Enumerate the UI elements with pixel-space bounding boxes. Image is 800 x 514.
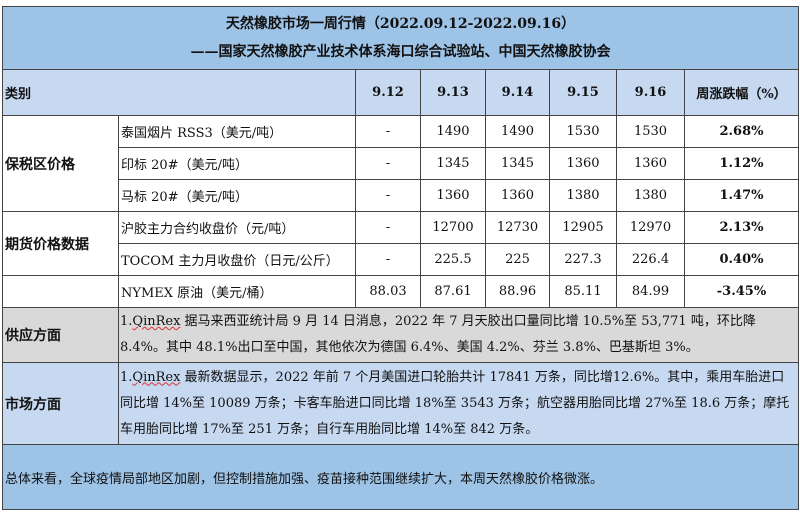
- market-body: 最新数据显示，2022 年前 7 个月美国进口轮胎共计 17841 万条，同比增…: [120, 369, 790, 437]
- cell: 1345: [420, 147, 486, 180]
- row-item: NYMEX 原油（美元/桶）: [118, 275, 356, 308]
- cell: 12730: [485, 211, 550, 244]
- group-futures: 期货价格数据: [2, 211, 119, 276]
- supply-body: 据马来西亚统计局 9 月 14 日消息，2022 年 7 月天胶出口量同比增 1…: [120, 314, 756, 355]
- change-cell: 1.12%: [684, 147, 799, 180]
- list-number: 1.: [120, 369, 133, 385]
- cell: -: [355, 179, 421, 212]
- header-row: 类别 9.12 9.13 9.14 9.15 9.16 周涨跌幅（%）: [2, 69, 799, 116]
- list-number: 1.: [120, 314, 133, 329]
- market-row: 市场方面 1.QinRex 最新数据显示，2022 年前 7 个月美国进口轮胎共…: [2, 362, 799, 445]
- header-date: 9.14: [485, 69, 550, 116]
- cell: 12970: [616, 211, 685, 244]
- title-line-1: 天然橡胶市场一周行情（2022.09.12-2022.09.16）: [225, 16, 576, 32]
- header-category: 类别: [2, 69, 356, 116]
- group-empty: [2, 275, 119, 308]
- cell: -: [355, 211, 421, 244]
- table-row: 期货价格数据 沪胶主力合约收盘价（元/吨） - 12700 12730 1290…: [2, 211, 799, 276]
- cell: 12700: [420, 211, 486, 244]
- cell: 1490: [485, 115, 550, 148]
- cell: 1490: [420, 115, 486, 148]
- change-cell: 1.47%: [684, 179, 799, 212]
- row-item: 泰国烟片 RSS3（美元/吨）: [118, 115, 356, 148]
- cell: 1345: [485, 147, 550, 180]
- summary-text: 总体来看，全球疫情局部地区加剧，但控制措施加强、疫苗接种范围继续扩大，本周天然橡…: [2, 444, 799, 510]
- group-bonded: 保税区价格: [2, 115, 119, 212]
- cell: 1530: [549, 115, 617, 148]
- table-title: 天然橡胶市场一周行情（2022.09.12-2022.09.16） ——国家天然…: [2, 6, 799, 70]
- cell: -: [355, 147, 421, 180]
- cell: 226.4: [616, 243, 685, 276]
- row-item: 沪胶主力合约收盘价（元/吨）: [118, 211, 356, 244]
- row-item: TOCOM 主力月收盘价（日元/公斤）: [118, 243, 356, 276]
- cell: 1360: [485, 179, 550, 212]
- header-change: 周涨跌幅（%）: [684, 69, 799, 116]
- change-cell: 2.68%: [684, 115, 799, 148]
- cell: 225.5: [420, 243, 486, 276]
- change-cell: -3.45%: [684, 275, 799, 308]
- source-name: QinRex: [132, 369, 181, 385]
- row-item: 马标 20#（美元/吨）: [118, 179, 356, 212]
- table-row: 保税区价格 泰国烟片 RSS3（美元/吨） - 1490 1490 1530 1…: [2, 115, 799, 212]
- title-line-2: ——国家天然橡胶产业技术体系海口综合试验站、中国天然橡胶协会: [190, 44, 611, 60]
- cell: 227.3: [549, 243, 617, 276]
- market-label: 市场方面: [2, 362, 119, 445]
- change-cell: 0.40%: [684, 243, 799, 276]
- header-date: 9.13: [420, 69, 486, 116]
- cell: 1360: [420, 179, 486, 212]
- supply-label: 供应方面: [2, 307, 119, 363]
- table-row: TOCOM 主力月收盘价（日元/公斤） - 225.5 225 227.3 22…: [3, 243, 799, 276]
- header-date: 9.12: [355, 69, 421, 116]
- table-row: NYMEX 原油（美元/桶） 88.03 87.61 88.96 85.11 8…: [2, 275, 799, 308]
- cell: 88.96: [485, 275, 550, 308]
- cell: 84.99: [616, 275, 685, 308]
- header-date: 9.15: [549, 69, 617, 116]
- cell: 1530: [616, 115, 685, 148]
- market-text: 1.QinRex 最新数据显示，2022 年前 7 个月美国进口轮胎共计 178…: [118, 362, 799, 445]
- summary-row: 总体来看，全球疫情局部地区加剧，但控制措施加强、疫苗接种范围继续扩大，本周天然橡…: [2, 444, 799, 510]
- cell: 1380: [616, 179, 685, 212]
- table-row: 印标 20#（美元/吨） - 1345 1345 1360 1360 1.12%: [3, 147, 799, 180]
- cell: 12905: [549, 211, 617, 244]
- supply-row: 供应方面 1.QinRex 据马来西亚统计局 9 月 14 日消息，2022 年…: [2, 307, 799, 363]
- cell: 225: [485, 243, 550, 276]
- cell: 88.03: [355, 275, 421, 308]
- cell: -: [355, 115, 421, 148]
- cell: 85.11: [549, 275, 617, 308]
- change-cell: 2.13%: [684, 211, 799, 244]
- table-row: 马标 20#（美元/吨） - 1360 1360 1380 1380 1.47%: [3, 179, 799, 212]
- header-date: 9.16: [616, 69, 685, 116]
- cell: 1360: [549, 147, 617, 180]
- rubber-market-table: 天然橡胶市场一周行情（2022.09.12-2022.09.16） ——国家天然…: [2, 6, 799, 510]
- cell: 87.61: [420, 275, 486, 308]
- cell: 1380: [549, 179, 617, 212]
- supply-text: 1.QinRex 据马来西亚统计局 9 月 14 日消息，2022 年 7 月天…: [118, 307, 799, 363]
- cell: -: [355, 243, 421, 276]
- source-name: QinRex: [132, 314, 181, 329]
- row-item: 印标 20#（美元/吨）: [118, 147, 356, 180]
- cell: 1360: [616, 147, 685, 180]
